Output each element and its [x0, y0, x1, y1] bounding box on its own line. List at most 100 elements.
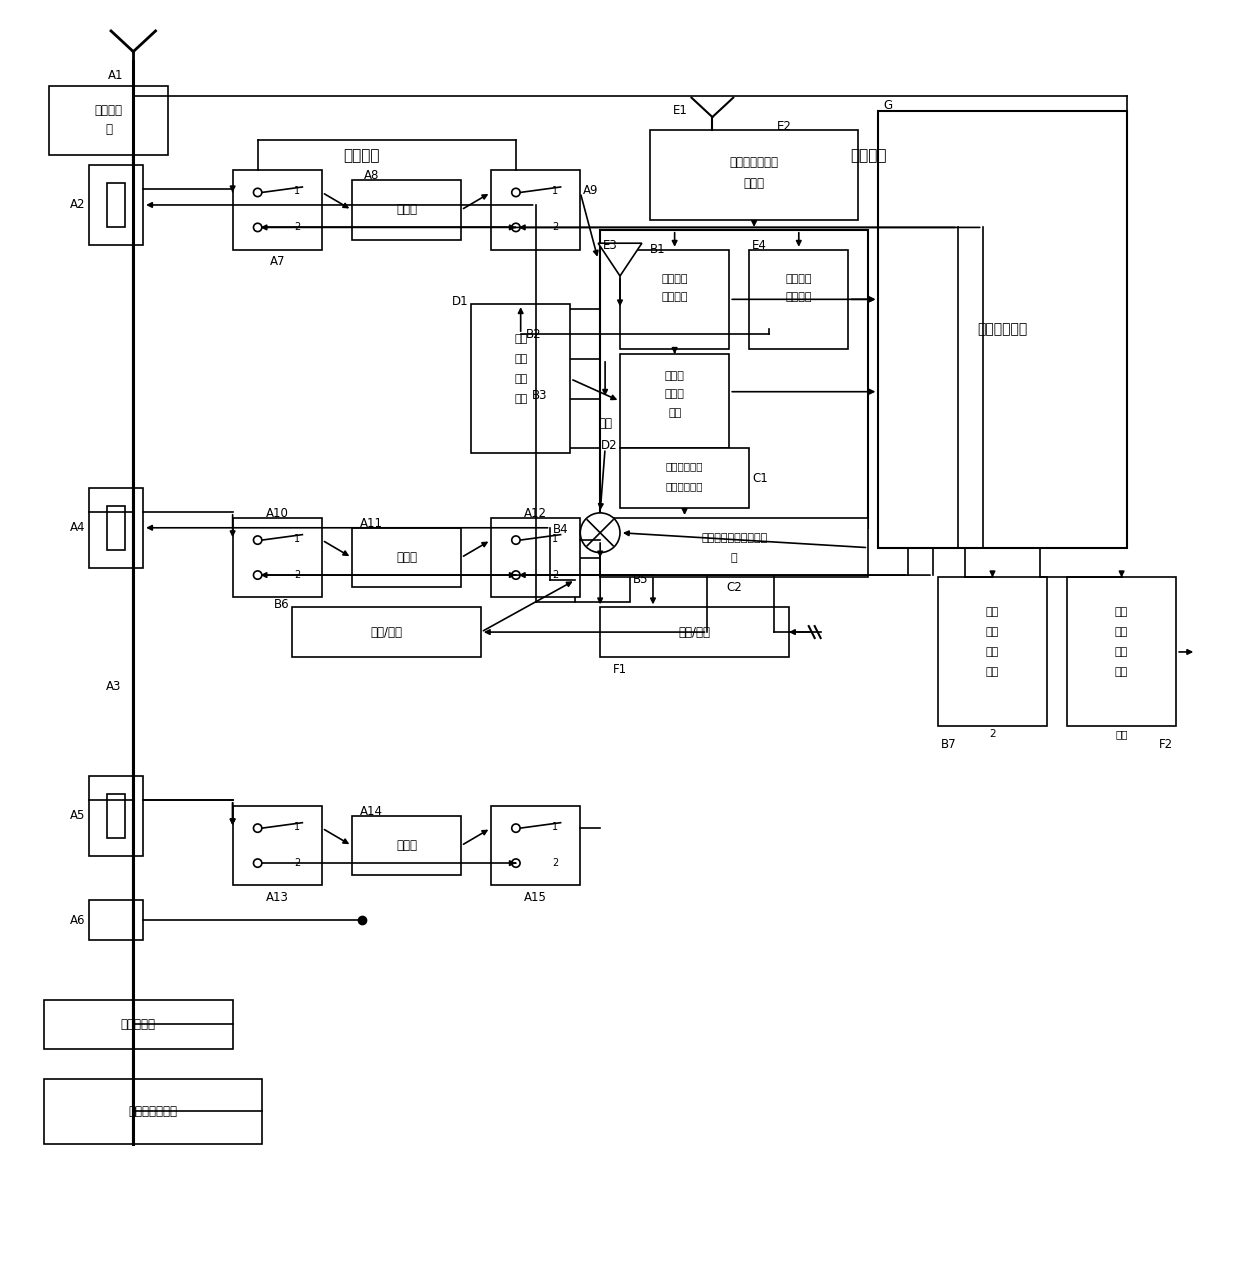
Text: A10: A10	[265, 507, 289, 520]
Bar	[352, 180, 461, 239]
Circle shape	[253, 571, 262, 579]
Text: A15: A15	[525, 891, 547, 903]
Text: 接收: 接收	[1115, 607, 1128, 618]
Bar	[107, 794, 125, 838]
Bar	[471, 304, 570, 453]
Text: 器: 器	[105, 124, 112, 136]
Bar	[352, 528, 461, 587]
Bar	[88, 165, 144, 245]
Text: 下行信号: 下行信号	[786, 274, 812, 284]
Bar	[620, 448, 749, 508]
Text: B1: B1	[650, 243, 666, 256]
Text: 射频连接: 射频连接	[94, 104, 123, 117]
Text: 无线基站天线口: 无线基站天线口	[129, 1104, 177, 1118]
Text: D1: D1	[451, 295, 467, 308]
Text: A7: A7	[269, 255, 285, 268]
Text: 接收信号中频转射频电: 接收信号中频转射频电	[701, 533, 768, 543]
Bar	[88, 776, 144, 856]
Text: 单元: 单元	[668, 408, 681, 418]
Text: A6: A6	[71, 914, 86, 927]
Text: E2: E2	[776, 120, 791, 133]
Text: 路: 路	[730, 552, 738, 562]
Text: 调幅/调相: 调幅/调相	[678, 625, 711, 638]
Bar	[491, 517, 580, 597]
Circle shape	[580, 514, 620, 552]
Bar	[551, 399, 660, 448]
Text: B2: B2	[526, 328, 542, 341]
Text: 接收信: 接收信	[665, 372, 684, 381]
Text: 检测: 检测	[1115, 667, 1128, 677]
Bar	[600, 517, 868, 578]
Text: A5: A5	[71, 810, 86, 822]
Bar	[620, 354, 729, 448]
Bar	[600, 230, 868, 528]
Text: 陷波器: 陷波器	[396, 551, 417, 564]
Text: E1: E1	[672, 104, 687, 117]
Circle shape	[512, 188, 520, 197]
Text: 模块: 模块	[515, 394, 527, 404]
Circle shape	[253, 824, 262, 833]
Text: 射频连接器: 射频连接器	[120, 1018, 156, 1031]
Text: 2: 2	[294, 223, 300, 233]
Circle shape	[253, 223, 262, 232]
Bar	[491, 170, 580, 250]
Bar	[575, 557, 630, 602]
Text: F2: F2	[1159, 737, 1173, 750]
Text: 基站下行: 基站下行	[851, 148, 887, 162]
Text: 基站发射信号检: 基站发射信号检	[729, 156, 779, 169]
Text: A4: A4	[71, 521, 86, 534]
Bar	[937, 578, 1047, 726]
Text: 号识别: 号识别	[665, 389, 684, 399]
Text: A9: A9	[583, 184, 599, 197]
Bar	[878, 111, 1127, 548]
Text: C1: C1	[753, 471, 768, 485]
Bar	[600, 607, 789, 656]
Bar	[233, 806, 322, 885]
Circle shape	[512, 858, 520, 867]
Text: A12: A12	[525, 507, 547, 520]
Text: A2: A2	[71, 198, 86, 211]
Text: 2: 2	[990, 730, 996, 740]
Bar	[107, 506, 125, 550]
Circle shape	[512, 824, 520, 833]
Bar	[48, 86, 169, 156]
Text: 2: 2	[552, 223, 558, 233]
Text: 1: 1	[294, 821, 300, 831]
Text: B7: B7	[941, 737, 956, 750]
Text: 模块: 模块	[986, 667, 999, 677]
Text: 时延: 时延	[598, 417, 613, 430]
Text: 干扰: 干扰	[1115, 627, 1128, 637]
Text: 信号: 信号	[986, 627, 999, 637]
Circle shape	[253, 188, 262, 197]
Text: 陷波器: 陷波器	[396, 839, 417, 852]
Bar	[1066, 578, 1177, 726]
Text: 基带处理单元: 基带处理单元	[666, 481, 703, 492]
Text: B3: B3	[532, 389, 548, 402]
Text: 基站上行: 基站上行	[343, 148, 379, 162]
Text: 接收: 接收	[515, 335, 527, 344]
Text: A11: A11	[360, 517, 383, 530]
Text: C2: C2	[727, 580, 742, 593]
Circle shape	[512, 223, 520, 232]
Text: 1: 1	[294, 534, 300, 543]
Text: 调幅/调相: 调幅/调相	[371, 625, 403, 638]
Text: 测模块: 测模块	[744, 176, 765, 189]
Text: F1: F1	[613, 663, 627, 677]
Circle shape	[253, 535, 262, 544]
Text: 1: 1	[552, 534, 558, 543]
Text: 2: 2	[294, 570, 300, 580]
Bar	[620, 250, 729, 349]
Text: D2: D2	[600, 439, 618, 452]
Text: 1: 1	[552, 185, 558, 196]
Bar	[107, 183, 125, 227]
Polygon shape	[598, 243, 642, 275]
Text: 检测: 检测	[986, 647, 999, 656]
Bar	[521, 309, 749, 359]
Text: A1: A1	[108, 69, 123, 82]
Bar	[88, 901, 144, 940]
Text: 接收信号发生: 接收信号发生	[666, 461, 703, 471]
Text: 鉴频单元: 鉴频单元	[786, 292, 812, 302]
Bar	[293, 607, 481, 656]
Text: B4: B4	[553, 524, 568, 537]
Text: A8: A8	[365, 169, 379, 181]
